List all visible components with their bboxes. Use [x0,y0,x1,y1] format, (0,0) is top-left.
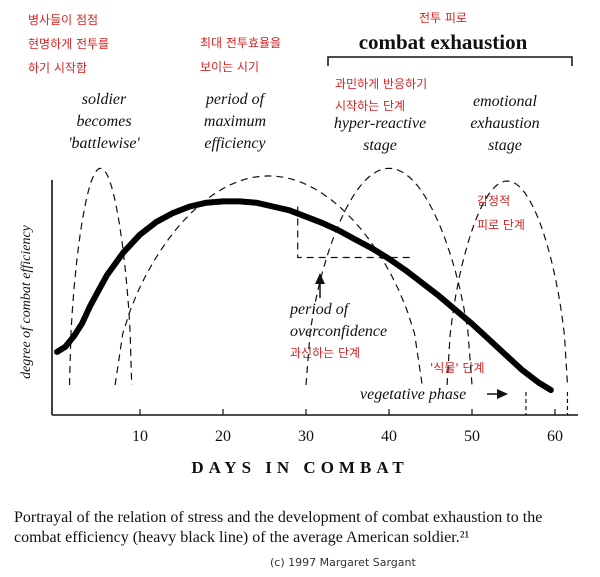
series-point [189,206,191,207]
series-point [222,200,224,202]
maxeff-en-2: maximum [204,113,266,130]
series-point [255,202,257,204]
maxeff-ko-1: 최대 전투효율을 [200,36,281,50]
chart-title-ko: 전투 피로 [419,11,467,25]
phase-curve-4 [446,180,569,386]
series-point [81,323,83,325]
series-point [438,295,440,297]
annot-overconfidence: period of overconfidence 과신하는 단계 [289,273,387,360]
series-point [454,309,456,311]
battlewise-en-3: 'battlewise' [68,135,140,152]
overconf-en-1: period of [289,301,351,318]
phase-curves [68,167,569,415]
x-tick-label: 30 [298,428,314,445]
overconf-en-2: overconfidence [290,323,387,340]
series-point [388,258,390,260]
hyper-en-1: hyper-reactive [334,115,426,132]
maxeff-en-1: period of [205,91,267,108]
copyright-note: (c) 1997 Margaret Sargant [270,556,416,569]
phase-curve-2 [114,175,423,386]
series-point [98,290,99,292]
series-point [172,212,174,214]
overconf-ko: 과신하는 단계 [290,346,360,360]
hyper-ko-2: 시작하는 단계 [335,99,405,113]
series-point [89,305,91,307]
overconfidence-bracket [297,206,414,259]
vegetative-ko: '식물' 단계 [430,361,485,375]
series-point [56,351,58,353]
maxeff-en-3: efficiency [204,135,266,152]
hyper-ko-1: 과민하게 반응하기 [335,77,427,91]
title-bracket [327,56,573,66]
series-point [488,338,490,340]
annot-emotional: emotional exhaustion stage 감정적 피로 단계 [470,93,539,232]
phase-curve-1 [68,167,133,386]
annot-max-efficiency: 최대 전투효율을 보이는 시기 period of maximum effici… [200,36,281,152]
x-tick-label: 40 [381,428,397,445]
battlewise-ko-1: 병사들이 점점 [28,13,98,27]
series-line-1 [54,198,554,394]
series-point [405,269,407,271]
series-point [338,230,340,232]
figure-caption: Portrayal of the relation of stress and … [14,509,543,546]
x-axis-label: DAYS IN COMBAT [191,458,408,477]
series-point [122,251,124,253]
series-point [550,389,552,391]
series-point [156,221,158,223]
emotional-en-3: stage [488,137,522,154]
annot-hyper-reactive: 과민하게 반응하기 시작하는 단계 hyper-reactive stage [334,77,427,154]
series-point [272,206,274,207]
series-point [73,336,75,338]
emotional-en-1: emotional [473,93,538,110]
maxeff-ko-2: 보이는 시기 [200,60,259,74]
series-point [371,248,373,250]
y-axis-label: degree of combat efficiency [19,224,34,379]
series-point [205,202,207,204]
series-point [521,369,523,371]
battlewise-ko-3: 하기 시작함 [28,61,87,75]
series-point [64,346,66,348]
efficiency-series [54,198,554,394]
x-ticks: 10 20 30 40 50 60 [132,409,563,445]
battlewise-en-2: becomes [76,113,131,130]
series-point [288,209,290,211]
x-tick-label: 50 [464,428,480,445]
chart-title: combat exhaustion [359,30,528,54]
series-point [239,200,241,202]
series-point [471,323,473,325]
vegetative-en: vegetative phase [360,386,466,403]
series-point [504,353,506,355]
annot-battlewise: 병사들이 점점 현명하게 전투를 하기 시작함 soldier becomes … [28,13,140,152]
series-point [106,274,108,276]
series-point [355,239,357,241]
vegetative-arrowhead [497,389,508,399]
series-point [305,216,307,218]
series-point [421,282,423,284]
emotional-ko-1: 감정적 [477,194,510,208]
series-point [537,381,539,383]
combat-efficiency-chart: 전투 피로 combat exhaustion 병사들이 점점 현명하게 전투를… [19,11,578,477]
battlewise-en-1: soldier [82,91,127,108]
x-tick-label: 20 [215,428,231,445]
series-point [139,234,141,236]
x-tick-label: 60 [547,428,563,445]
emotional-ko-2: 피로 단계 [477,218,525,232]
hyper-en-2: stage [363,137,397,154]
emotional-en-2: exhaustion [470,115,539,132]
phase-curve-3 [305,167,473,386]
battlewise-ko-2: 현명하게 전투를 [28,37,109,51]
overconf-arrowhead [315,273,325,284]
annot-vegetative: '식물' 단계 vegetative phase [360,361,508,403]
series-point [322,222,324,224]
x-tick-label: 10 [132,428,148,445]
